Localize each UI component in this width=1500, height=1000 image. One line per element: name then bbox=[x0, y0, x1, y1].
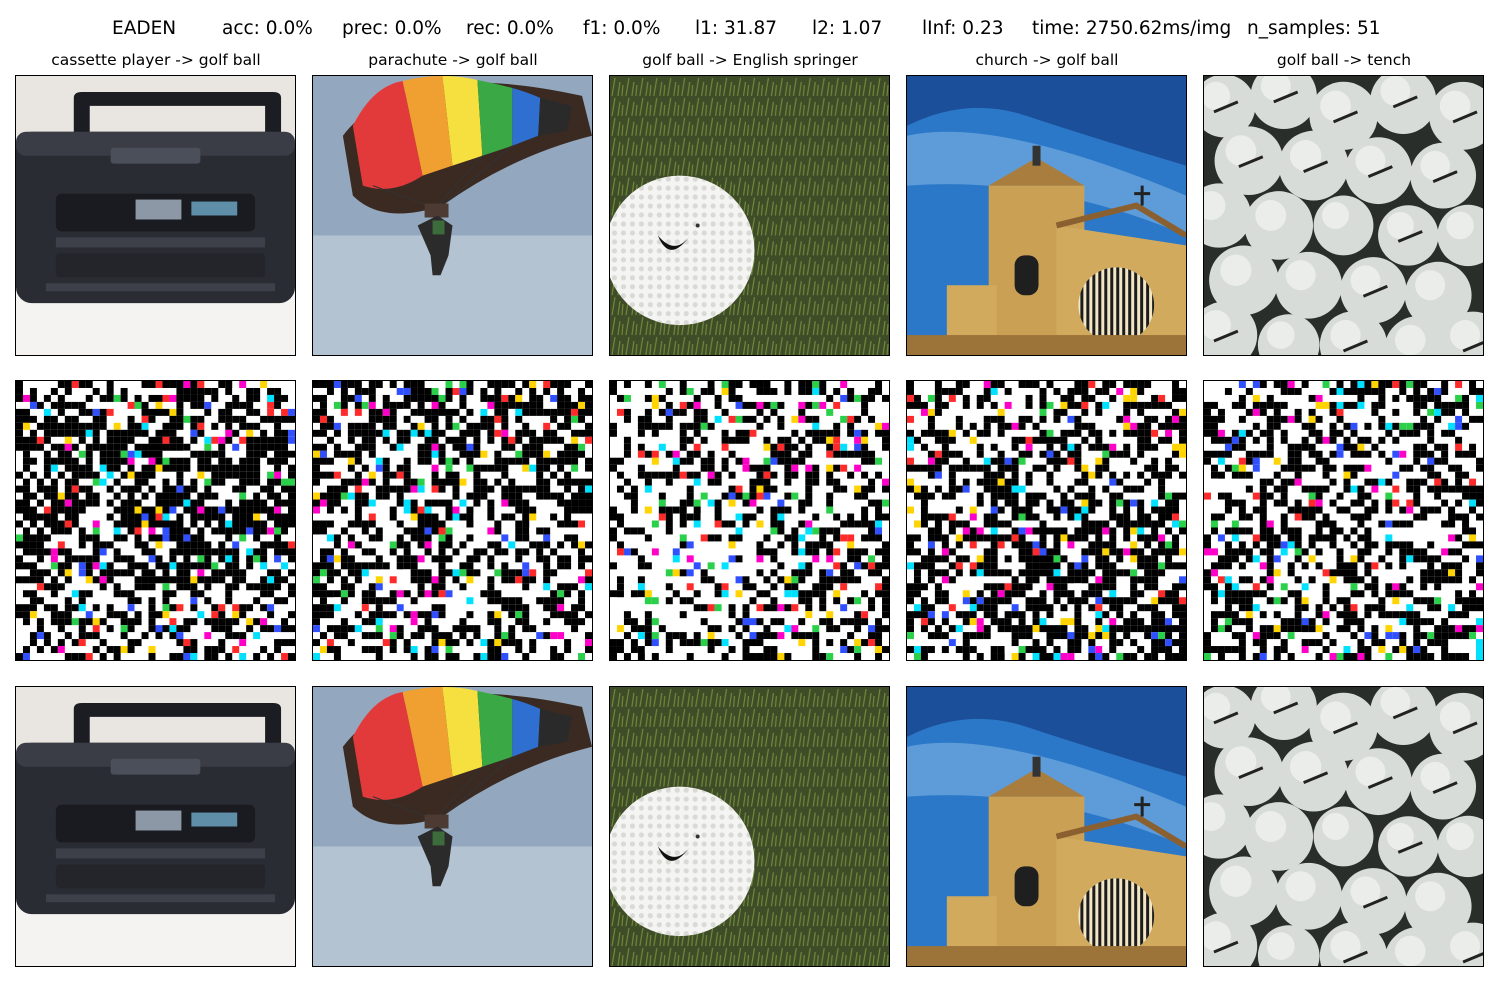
metric-rec: rec: 0.0% bbox=[466, 18, 554, 39]
adversarial-image-cassette-player bbox=[15, 686, 296, 967]
column-title: parachute -> golf ball bbox=[368, 51, 538, 69]
metric-f1: f1: 0.0% bbox=[583, 18, 661, 39]
perturbation-golf-ball bbox=[609, 380, 890, 661]
column-title: church -> golf ball bbox=[975, 51, 1119, 69]
method-name: EADEN bbox=[112, 18, 177, 39]
metric-n-samples: n_samples: 51 bbox=[1247, 18, 1381, 39]
original-image-cassette-player bbox=[15, 75, 296, 356]
original-image-parachute bbox=[312, 75, 593, 356]
original-image-golf-ball bbox=[609, 75, 890, 356]
original-image-church bbox=[906, 75, 1187, 356]
perturbation-cassette-player bbox=[15, 380, 296, 661]
column-title: golf ball -> English springer bbox=[642, 51, 858, 69]
column-title: golf ball -> tench bbox=[1276, 51, 1412, 69]
perturbation-golf-balls-pile bbox=[1203, 380, 1484, 661]
metric-time: time: 2750.62ms/img bbox=[1032, 18, 1232, 39]
figure-title: EADEN acc: 0.0% prec: 0.0% rec: 0.0% f1:… bbox=[0, 14, 1500, 44]
metric-linf: lInf: 0.23 bbox=[922, 18, 1004, 39]
original-image-golf-balls-pile bbox=[1203, 75, 1484, 356]
adversarial-image-church bbox=[906, 686, 1187, 967]
perturbation-parachute bbox=[312, 380, 593, 661]
adversarial-image-golf-balls-pile bbox=[1203, 686, 1484, 967]
metric-l1: l1: 31.87 bbox=[695, 18, 777, 39]
column-title: cassette player -> golf ball bbox=[51, 51, 261, 69]
adversarial-image-parachute bbox=[312, 686, 593, 967]
metric-prec: prec: 0.0% bbox=[342, 18, 442, 39]
metric-l2: l2: 1.07 bbox=[812, 18, 883, 39]
perturbation-church bbox=[906, 380, 1187, 661]
metric-acc: acc: 0.0% bbox=[222, 18, 313, 39]
adversarial-image-golf-ball bbox=[609, 686, 890, 967]
